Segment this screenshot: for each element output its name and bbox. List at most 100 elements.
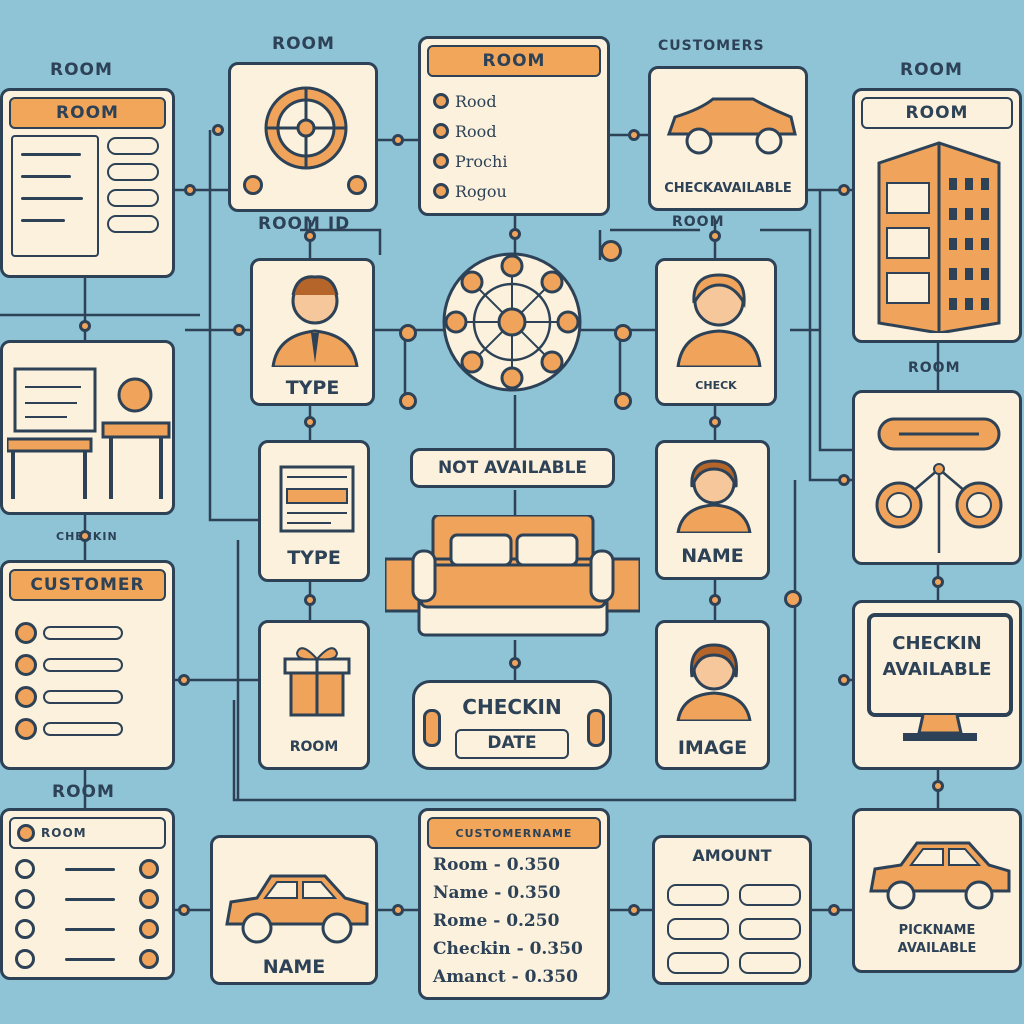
car-icon [869, 841, 1011, 910]
document-icon [279, 465, 355, 533]
form-field-1[interactable] [107, 137, 159, 155]
amount-field[interactable] [739, 884, 801, 906]
sofa-icon [385, 515, 640, 637]
not-available-tag[interactable]: NOT AVAILABLE [410, 448, 615, 488]
customer-name-row[interactable]: Checkin - 0.350 [433, 939, 583, 959]
room-list-bottom-card[interactable]: ROOM [0, 808, 175, 980]
connector-knob [509, 657, 521, 669]
desk-icon [7, 367, 171, 499]
room-list-item[interactable]: Rogou [433, 179, 507, 203]
connector-knob [628, 129, 640, 141]
gift-icon [283, 647, 351, 717]
monitor-card[interactable]: CHECKIN AVAILABLE [852, 600, 1022, 770]
connector-knob [509, 228, 521, 240]
customer-list-item[interactable] [15, 653, 123, 677]
room-row[interactable] [15, 917, 165, 941]
label-room-right-lower: ROOM [908, 360, 961, 376]
connector-knob [614, 324, 632, 342]
room-row[interactable] [15, 857, 165, 881]
building-card-header: ROOM [861, 97, 1013, 129]
car-availability-card[interactable]: CHECKAVAILABLE [648, 66, 808, 211]
person-name-card[interactable]: NAME [655, 440, 770, 580]
amount-field[interactable] [667, 952, 729, 974]
customer-list-item[interactable] [15, 685, 123, 709]
amount-field[interactable] [667, 918, 729, 940]
connector-knob [178, 674, 190, 686]
room-form-card[interactable]: ROOM [0, 88, 175, 278]
room-row[interactable] [15, 887, 165, 911]
document-type-card[interactable]: TYPE [258, 440, 370, 582]
connector-knob [600, 240, 622, 262]
person-image-caption: IMAGE [677, 737, 748, 759]
desk-card[interactable] [0, 340, 175, 515]
person-check-card[interactable]: CHECK [655, 258, 777, 406]
connector-knob [628, 904, 640, 916]
connector-knob [709, 416, 721, 428]
label-room-bottom-left: ROOM [52, 782, 115, 802]
checkin-date-line1: CHECKIN [462, 695, 562, 719]
building-card[interactable]: ROOM [852, 88, 1022, 343]
amount-field[interactable] [739, 952, 801, 974]
label-room-top-right: ROOM [900, 60, 963, 80]
amount-card[interactable]: AMOUNT [652, 835, 812, 985]
customer-list-header: CUSTOMER [9, 569, 166, 601]
person-image-card[interactable]: IMAGE [655, 620, 770, 770]
room-wheel-card[interactable] [228, 62, 378, 212]
person-check-caption: CHECK [695, 379, 737, 392]
amount-field[interactable] [739, 918, 801, 940]
link-icon [875, 417, 1003, 553]
car-icon [225, 874, 369, 944]
room-list-card[interactable]: ROOM Rood Rood Prochi Rogou [418, 36, 610, 216]
connector-knob [304, 230, 316, 242]
monitor-icon [867, 613, 1013, 741]
form-field-4[interactable] [107, 215, 159, 233]
car-pick-line1: PICKNAME [898, 923, 976, 938]
room-list-item[interactable]: Rood [433, 89, 497, 113]
car-pick-card[interactable]: PICKNAME AVAILABLE [852, 808, 1022, 973]
customer-name-row[interactable]: Name - 0.350 [433, 883, 561, 903]
person-type-card[interactable]: TYPE [250, 258, 375, 406]
customer-list-item[interactable] [15, 621, 123, 645]
connector-knob [838, 674, 850, 686]
label-room-id: ROOM ID [258, 214, 351, 234]
checkin-date-card[interactable]: CHECKIN DATE [412, 680, 612, 770]
car-name-card[interactable]: NAME [210, 835, 378, 985]
customer-list-card[interactable]: CUSTOMER [0, 560, 175, 770]
form-field-2[interactable] [107, 163, 159, 181]
building-icon [877, 141, 1001, 333]
connector-knob [932, 576, 944, 588]
connector-knob [178, 904, 190, 916]
person-icon [271, 275, 359, 367]
person-icon [676, 643, 752, 721]
room-list-item[interactable]: Rood [433, 119, 497, 143]
label-customers: CUSTOMERS [658, 38, 765, 54]
amount-field[interactable] [667, 884, 729, 906]
amount-caption: AMOUNT [692, 846, 772, 865]
monitor-line1: CHECKIN [892, 633, 982, 654]
connector-knob [184, 184, 196, 196]
person-icon [676, 459, 752, 533]
room-row[interactable] [15, 947, 165, 971]
room-link-card[interactable] [852, 390, 1022, 565]
customer-name-row[interactable]: Room - 0.350 [433, 855, 560, 875]
car-name-caption: NAME [262, 956, 326, 978]
form-panel [11, 135, 99, 257]
connector-knob [784, 590, 802, 608]
room-form-header: ROOM [9, 97, 166, 129]
room-list-item[interactable]: Prochi [433, 149, 507, 173]
connector-knob [233, 324, 245, 336]
connector-knob [709, 230, 721, 242]
wheel-icon [264, 86, 348, 170]
customer-list-item[interactable] [15, 717, 123, 741]
connector-knob [838, 184, 850, 196]
customer-name-row[interactable]: Rome - 0.250 [433, 911, 560, 931]
customer-name-row[interactable]: Amanct - 0.350 [433, 967, 578, 987]
form-field-3[interactable] [107, 189, 159, 207]
connector-knob [399, 392, 417, 410]
connector-knob [709, 594, 721, 606]
checkin-date-line2: DATE [487, 733, 537, 753]
gift-room-card[interactable]: ROOM [258, 620, 370, 770]
connector-knob [79, 320, 91, 332]
customer-name-card[interactable]: CUSTOMERNAME Room - 0.350 Name - 0.350 R… [418, 808, 610, 1000]
connector-knob [212, 124, 224, 136]
